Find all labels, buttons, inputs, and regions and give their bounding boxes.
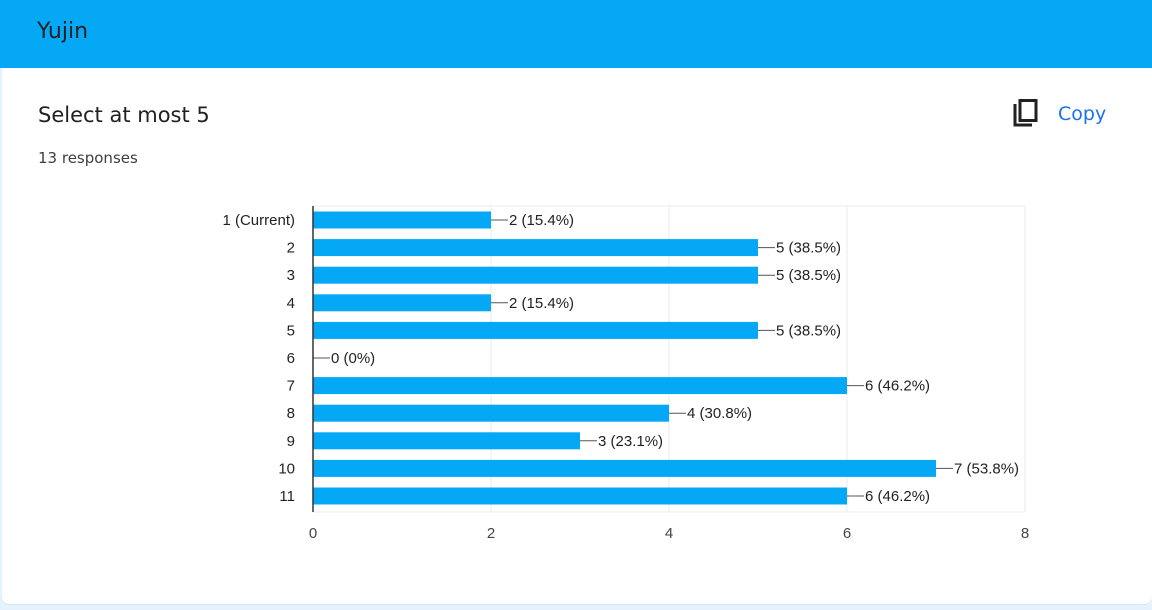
- data-label: 5 (38.5%): [776, 322, 841, 339]
- data-label: 5 (38.5%): [776, 240, 841, 257]
- data-label: 6 (46.2%): [865, 488, 930, 505]
- bar: [313, 239, 758, 257]
- bar: [313, 266, 758, 284]
- x-tick-label: 0: [309, 525, 317, 542]
- x-tick-label: 6: [843, 525, 851, 542]
- x-tick-label: 4: [665, 525, 673, 542]
- bar: [313, 321, 758, 339]
- category-label: 5: [287, 322, 295, 339]
- bar: [313, 377, 847, 395]
- category-label: 7: [287, 378, 295, 395]
- category-label: 8: [287, 405, 295, 422]
- category-label: 1 (Current): [222, 212, 295, 229]
- data-label: 7 (53.8%): [954, 460, 1019, 477]
- x-tick-label: 2: [487, 525, 495, 542]
- data-label: 3 (23.1%): [598, 433, 663, 450]
- bar: [313, 211, 491, 229]
- bar: [313, 432, 580, 450]
- data-label: 2 (15.4%): [509, 295, 574, 312]
- category-label: 6: [287, 350, 295, 367]
- bar: [313, 404, 669, 422]
- copy-chart-button[interactable]: Copy: [1012, 96, 1106, 132]
- bar: [313, 459, 936, 477]
- response-count: 13 responses: [38, 149, 138, 167]
- category-label: 10: [278, 460, 295, 477]
- data-label: 2 (15.4%): [509, 212, 574, 229]
- x-tick-label: 8: [1021, 525, 1029, 542]
- header-bar: Yujin: [0, 0, 1152, 68]
- copy-icon: [1013, 99, 1038, 127]
- category-label: 2: [287, 240, 295, 257]
- category-label: 11: [279, 488, 295, 505]
- category-label: 9: [287, 433, 295, 450]
- question-summary-card: Select at most 5 13 responses Copy: [2, 68, 1152, 605]
- data-label: 0 (0%): [331, 350, 375, 367]
- question-owner-title: Yujin: [37, 19, 89, 44]
- bar: [313, 294, 491, 312]
- data-label: 5 (38.5%): [776, 267, 841, 284]
- question-title: Select at most 5: [38, 103, 210, 127]
- copy-label: Copy: [1058, 103, 1107, 125]
- data-label: 6 (46.2%): [865, 378, 930, 395]
- bar: [313, 487, 847, 505]
- category-label: 3: [287, 267, 295, 284]
- data-label: 4 (30.8%): [687, 405, 752, 422]
- category-label: 4: [287, 295, 295, 312]
